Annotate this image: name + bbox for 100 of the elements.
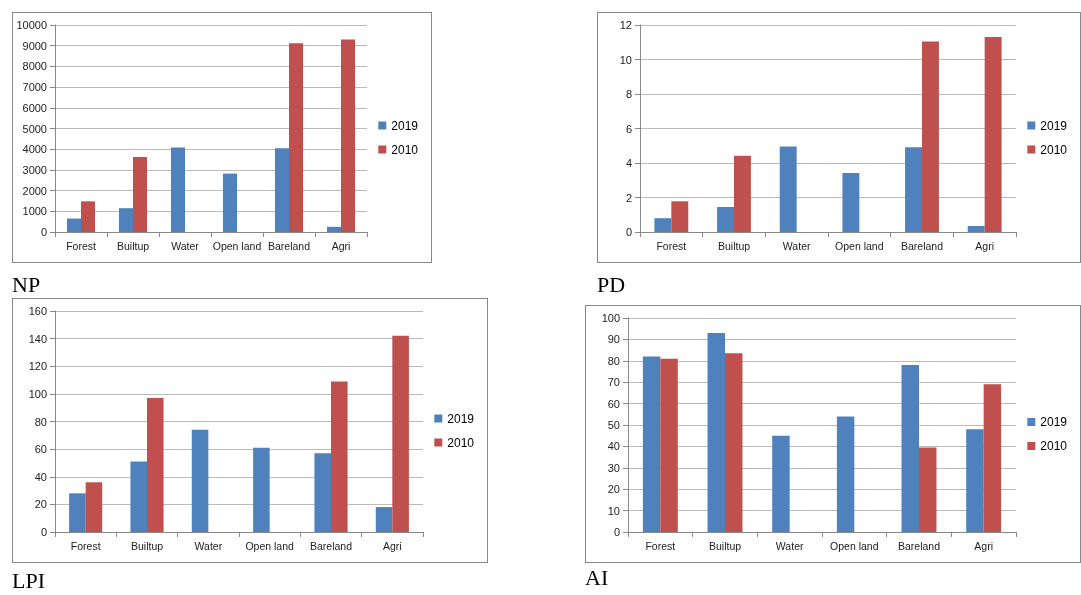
x-tick-label: Open land bbox=[212, 239, 262, 252]
text: PD bbox=[597, 272, 626, 298]
bar bbox=[901, 365, 919, 532]
y-tick-label: 4 bbox=[625, 157, 632, 169]
x-tick-label: Bareland bbox=[897, 539, 941, 552]
bar bbox=[660, 358, 678, 532]
x-tick-label: Open land bbox=[830, 539, 879, 552]
y-tick-label: 9000 bbox=[22, 39, 47, 52]
y-tick-label: 10000 bbox=[16, 19, 47, 31]
bar bbox=[326, 226, 341, 232]
y-tick-label: 0 bbox=[40, 526, 47, 538]
bar bbox=[85, 482, 103, 532]
y-tick-label: 140 bbox=[28, 332, 47, 345]
bar bbox=[967, 225, 985, 232]
y-tick-label: 8000 bbox=[22, 60, 47, 73]
bar bbox=[133, 157, 148, 232]
y-tick-label: 20 bbox=[607, 483, 620, 496]
y-tick-label: 6000 bbox=[22, 101, 47, 114]
bar bbox=[69, 493, 86, 532]
bar bbox=[66, 218, 81, 232]
bar bbox=[314, 453, 331, 532]
bar bbox=[331, 381, 348, 532]
x-tick-label: Builtup bbox=[717, 239, 751, 252]
y-tick-label: 10 bbox=[619, 53, 632, 66]
bar bbox=[289, 43, 304, 232]
bar bbox=[642, 356, 661, 532]
bar bbox=[222, 173, 237, 232]
y-tick-label: 60 bbox=[607, 397, 620, 410]
bar bbox=[147, 398, 164, 532]
x-tick-label: Agri bbox=[974, 539, 994, 552]
y-tick-label: 40 bbox=[607, 440, 620, 453]
x-tick-label: Forest bbox=[70, 539, 101, 552]
bar bbox=[671, 201, 689, 232]
bar bbox=[81, 201, 96, 232]
bar bbox=[274, 148, 289, 232]
legend-label: 2010 bbox=[1040, 439, 1068, 453]
y-tick-label: 80 bbox=[607, 354, 620, 367]
y-tick-label: 50 bbox=[607, 419, 620, 431]
bar bbox=[734, 155, 751, 232]
bar bbox=[130, 461, 147, 532]
bar bbox=[984, 37, 1002, 232]
y-tick-label: 1000 bbox=[22, 205, 47, 218]
bar bbox=[966, 429, 984, 532]
y-tick-label: 90 bbox=[607, 333, 620, 346]
bar bbox=[919, 447, 937, 532]
legend-label: 2019 bbox=[1040, 415, 1068, 429]
x-tick-label: Water bbox=[775, 539, 804, 552]
text: NP bbox=[12, 272, 41, 298]
bar bbox=[191, 429, 209, 532]
y-tick-label: 8 bbox=[625, 88, 632, 100]
x-tick-label: Agri bbox=[382, 539, 402, 552]
y-tick-label: 60 bbox=[34, 443, 47, 456]
bar bbox=[842, 173, 860, 232]
y-tick-label: 80 bbox=[34, 415, 47, 428]
x-tick-label: Water bbox=[171, 239, 200, 252]
x-tick-label: Forest bbox=[645, 539, 676, 552]
x-tick-label: Agri bbox=[331, 239, 351, 252]
bar bbox=[717, 206, 734, 232]
bar bbox=[707, 332, 725, 532]
y-tick-label: 7000 bbox=[22, 81, 47, 94]
y-tick-label: 70 bbox=[607, 376, 620, 389]
bar bbox=[118, 208, 133, 232]
bar bbox=[654, 218, 672, 232]
legend-label: 2010 bbox=[391, 142, 419, 157]
legend-label: 2019 bbox=[447, 411, 475, 426]
bar bbox=[392, 335, 409, 532]
y-tick-label: 40 bbox=[34, 470, 47, 483]
y-tick-label: 2000 bbox=[22, 184, 47, 197]
bar bbox=[170, 147, 185, 232]
x-tick-label: Agri bbox=[975, 239, 995, 252]
bar bbox=[836, 416, 855, 532]
text: LPI bbox=[12, 568, 45, 594]
x-tick-label: Builtup bbox=[708, 539, 742, 552]
y-tick-label: 100 bbox=[28, 387, 47, 400]
y-tick-label: 3000 bbox=[22, 163, 47, 176]
y-tick-label: 10 bbox=[607, 504, 620, 517]
y-tick-label: 0 bbox=[40, 226, 47, 238]
x-tick-label: Bareland bbox=[900, 239, 944, 252]
y-tick-label: 0 bbox=[613, 526, 620, 538]
y-tick-label: 12 bbox=[619, 19, 632, 31]
y-tick-label: 4000 bbox=[22, 143, 47, 156]
y-tick-label: 20 bbox=[34, 498, 47, 511]
legend-label: 2019 bbox=[391, 118, 419, 133]
x-tick-label: Water bbox=[194, 539, 223, 552]
y-tick-label: 120 bbox=[28, 360, 47, 373]
x-tick-label: Builtup bbox=[130, 539, 164, 552]
text: AI bbox=[585, 565, 609, 591]
legend-label: 2010 bbox=[1040, 142, 1068, 157]
x-tick-label: Bareland bbox=[309, 539, 353, 552]
legend-label: 2019 bbox=[1040, 118, 1068, 133]
y-tick-label: 0 bbox=[625, 226, 632, 238]
legend-label: 2010 bbox=[447, 435, 475, 450]
x-tick-label: Open land bbox=[245, 539, 295, 552]
bar bbox=[725, 353, 743, 532]
x-tick-label: Forest bbox=[656, 239, 687, 252]
x-tick-label: Forest bbox=[66, 239, 96, 252]
bar bbox=[253, 447, 270, 532]
y-tick-label: 5000 bbox=[22, 122, 47, 135]
x-tick-label: Open land bbox=[835, 239, 884, 252]
bar bbox=[375, 507, 393, 532]
